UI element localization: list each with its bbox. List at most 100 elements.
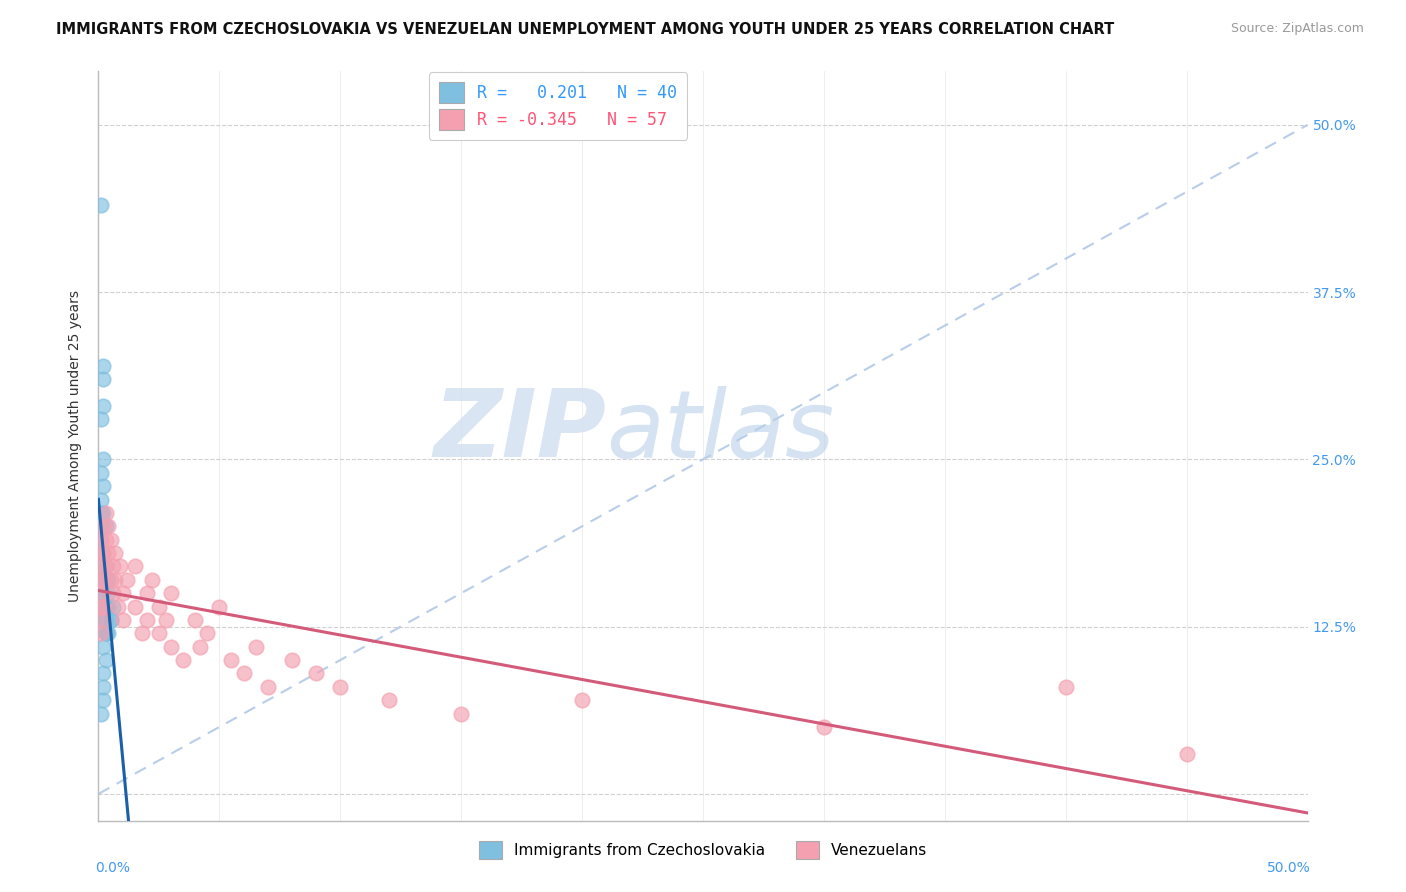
Point [97, 586, 120, 600]
Point [100, 613, 122, 627]
Point [108, 559, 131, 574]
Point [90, 559, 112, 574]
Point [94, 613, 117, 627]
Point [131, 626, 153, 640]
Point [91, 559, 114, 574]
Point [117, 573, 139, 587]
Point [135, 586, 157, 600]
Point [813, 720, 835, 734]
Point [104, 573, 127, 587]
Point [281, 653, 304, 667]
Text: atlas: atlas [606, 385, 835, 476]
Point [97, 573, 120, 587]
Point [91, 452, 114, 467]
Point [101, 586, 124, 600]
Point [111, 586, 134, 600]
Point [91, 519, 114, 533]
Point [184, 613, 207, 627]
Point [329, 680, 352, 694]
Point [91, 573, 114, 587]
Point [91, 613, 114, 627]
Point [208, 599, 231, 614]
Point [148, 626, 170, 640]
Point [172, 653, 194, 667]
Point [571, 693, 593, 707]
Point [97, 599, 120, 614]
Point [245, 640, 267, 654]
Point [97, 519, 120, 533]
Point [124, 559, 146, 574]
Point [94, 506, 117, 520]
Point [94, 519, 117, 533]
Point [91, 506, 114, 520]
Point [111, 613, 134, 627]
Point [90, 586, 112, 600]
Point [305, 666, 328, 681]
Point [97, 546, 120, 560]
Point [450, 706, 472, 721]
Point [91, 372, 114, 386]
Point [94, 559, 117, 574]
Point [91, 399, 114, 413]
Point [100, 613, 122, 627]
Point [90, 492, 112, 507]
Point [124, 599, 146, 614]
Point [377, 693, 399, 707]
Point [148, 599, 170, 614]
Point [90, 586, 112, 600]
Point [97, 626, 120, 640]
Point [256, 680, 278, 694]
Point [91, 359, 114, 373]
Point [135, 613, 157, 627]
Point [104, 546, 127, 560]
Text: ZIP: ZIP [433, 385, 606, 477]
Point [91, 693, 114, 707]
Point [160, 640, 183, 654]
Point [94, 626, 117, 640]
Point [91, 546, 114, 560]
Point [90, 706, 112, 721]
Point [1054, 680, 1077, 694]
Point [90, 412, 112, 426]
Y-axis label: Unemployment Among Youth under 25 years: Unemployment Among Youth under 25 years [69, 290, 83, 602]
Point [91, 599, 114, 614]
Point [90, 599, 112, 614]
Point [91, 479, 114, 493]
Point [160, 586, 183, 600]
Point [90, 546, 112, 560]
Point [90, 599, 112, 614]
Point [141, 573, 163, 587]
Point [90, 533, 112, 547]
Point [90, 466, 112, 480]
Legend: Immigrants from Czechoslovakia, Venezuelans: Immigrants from Czechoslovakia, Venezuel… [472, 835, 934, 865]
Point [94, 653, 117, 667]
Point [90, 613, 112, 627]
Point [90, 506, 112, 520]
Point [91, 680, 114, 694]
Point [94, 559, 117, 574]
Point [100, 533, 122, 547]
Point [90, 198, 112, 212]
Point [195, 626, 218, 640]
Point [1175, 747, 1198, 761]
Point [91, 640, 114, 654]
Point [94, 573, 117, 587]
Point [221, 653, 243, 667]
Text: Source: ZipAtlas.com: Source: ZipAtlas.com [1230, 22, 1364, 36]
Text: 50.0%: 50.0% [1267, 862, 1310, 875]
Point [91, 666, 114, 681]
Point [107, 599, 129, 614]
Point [90, 533, 112, 547]
Text: IMMIGRANTS FROM CZECHOSLOVAKIA VS VENEZUELAN UNEMPLOYMENT AMONG YOUTH UNDER 25 Y: IMMIGRANTS FROM CZECHOSLOVAKIA VS VENEZU… [56, 22, 1115, 37]
Point [91, 573, 114, 587]
Point [94, 599, 117, 614]
Point [101, 559, 124, 574]
Point [91, 546, 114, 560]
Point [94, 533, 117, 547]
Point [100, 573, 122, 587]
Point [90, 519, 112, 533]
Point [90, 626, 112, 640]
Point [101, 599, 124, 614]
Point [94, 626, 117, 640]
Point [90, 573, 112, 587]
